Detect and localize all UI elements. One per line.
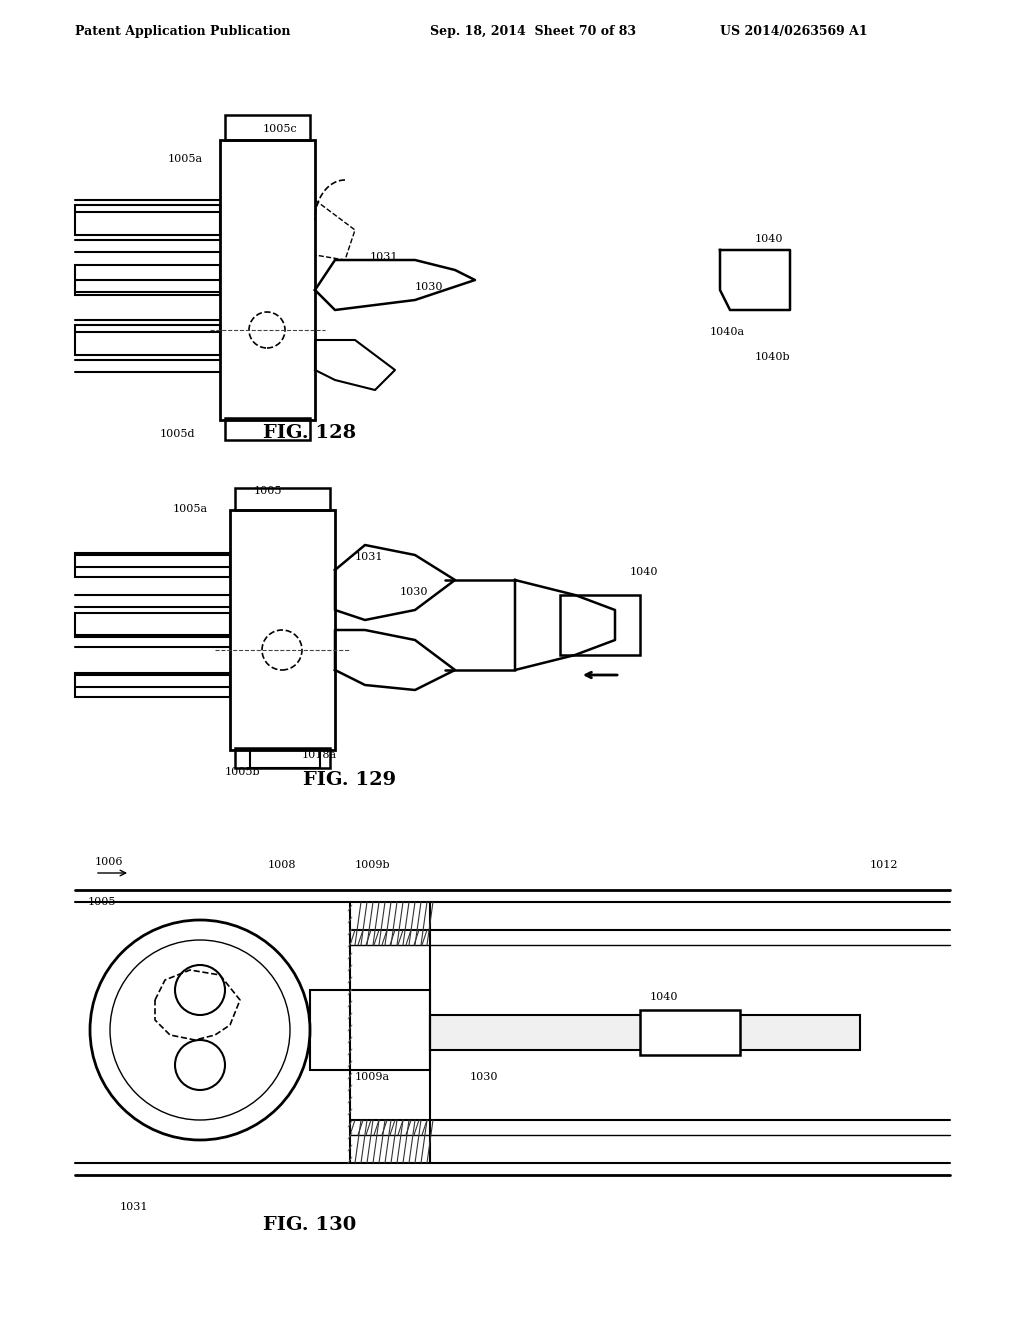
Text: US 2014/0263569 A1: US 2014/0263569 A1 <box>720 25 867 38</box>
Text: 1005a: 1005a <box>168 154 203 164</box>
Text: 1040b: 1040b <box>755 352 791 362</box>
Text: FIG. 130: FIG. 130 <box>263 1216 356 1234</box>
Bar <box>640 1010 740 1055</box>
Text: 1008: 1008 <box>268 861 297 870</box>
Bar <box>75 673 230 697</box>
Text: 1012: 1012 <box>870 861 898 870</box>
Bar <box>234 748 330 768</box>
Text: 1030: 1030 <box>470 1072 499 1082</box>
Bar <box>225 115 310 140</box>
Text: 1031: 1031 <box>355 552 384 562</box>
Bar <box>560 595 640 655</box>
Text: 1030: 1030 <box>400 587 428 597</box>
Bar <box>250 750 319 768</box>
Text: 1005c: 1005c <box>262 124 297 135</box>
Bar <box>230 510 335 750</box>
Text: 1040: 1040 <box>630 568 658 577</box>
Bar <box>75 205 220 235</box>
Bar <box>310 990 430 1071</box>
Text: 1005b: 1005b <box>225 767 261 777</box>
Text: 1009b: 1009b <box>355 861 390 870</box>
Text: 1018a: 1018a <box>302 750 337 760</box>
Text: 1031: 1031 <box>120 1203 148 1212</box>
Bar <box>220 140 315 420</box>
Text: 1031: 1031 <box>370 252 398 261</box>
Text: FIG. 129: FIG. 129 <box>303 771 396 789</box>
Bar <box>430 1015 860 1049</box>
Text: 1040a: 1040a <box>710 327 745 337</box>
Bar <box>234 488 330 510</box>
Text: Sep. 18, 2014  Sheet 70 of 83: Sep. 18, 2014 Sheet 70 of 83 <box>430 25 636 38</box>
Text: 1005: 1005 <box>254 486 283 496</box>
Bar <box>75 265 220 294</box>
Text: 1005: 1005 <box>88 898 117 907</box>
Text: FIG. 128: FIG. 128 <box>263 424 356 442</box>
Text: 1005a: 1005a <box>172 504 208 513</box>
Bar <box>75 325 220 355</box>
Bar <box>225 418 310 440</box>
Bar <box>75 553 230 577</box>
Bar <box>75 612 230 638</box>
Text: 1040: 1040 <box>650 993 679 1002</box>
Text: 1005d: 1005d <box>160 429 196 440</box>
Text: 1006: 1006 <box>95 857 124 867</box>
Text: 1040: 1040 <box>755 234 783 244</box>
Text: 1030: 1030 <box>415 282 443 292</box>
Text: 1009a: 1009a <box>355 1072 390 1082</box>
Text: Patent Application Publication: Patent Application Publication <box>75 25 291 38</box>
